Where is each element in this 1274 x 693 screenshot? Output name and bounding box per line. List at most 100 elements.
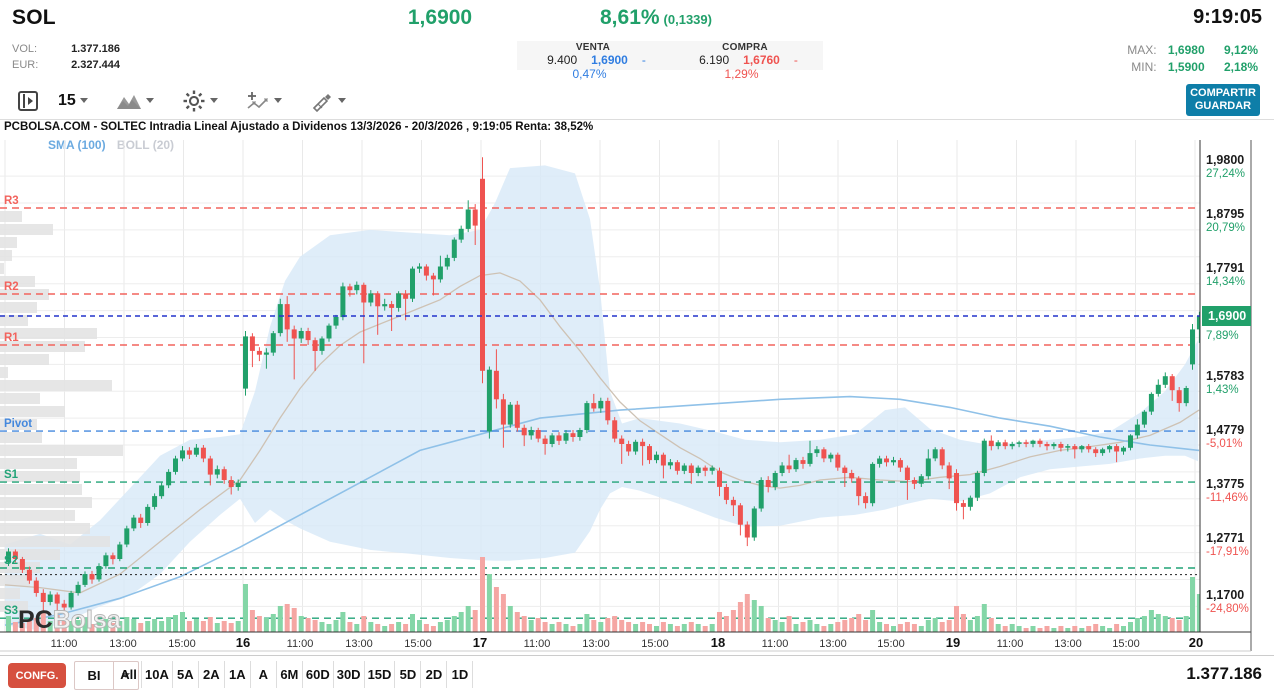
volume-bar <box>688 622 694 632</box>
volume-bar <box>988 618 994 632</box>
period-button-2d[interactable]: 2D <box>421 661 448 688</box>
candle <box>444 257 450 267</box>
candle <box>159 485 165 497</box>
volume-bar <box>1141 616 1147 632</box>
panel-toggle-button[interactable] <box>10 86 46 116</box>
period-button-6m[interactable]: 6M <box>277 661 303 688</box>
candle <box>1072 446 1078 450</box>
volume-bar <box>835 622 841 632</box>
period-button-1a[interactable]: 1A <box>225 661 251 688</box>
volume-bar <box>1051 628 1057 632</box>
x-axis-label: 15:00 <box>168 638 196 650</box>
candle <box>410 268 415 299</box>
bid-price: 1,6900 <box>591 53 628 67</box>
volume-profile-bar <box>0 393 40 404</box>
legend-sma[interactable]: SMA (100) <box>48 138 106 152</box>
period-button-2a[interactable]: 2A <box>199 661 225 688</box>
plot-area[interactable] <box>0 140 1202 632</box>
volume-profile-bar <box>0 237 17 248</box>
volume-bar <box>138 623 144 632</box>
volume-bar <box>549 624 555 632</box>
volume-bar <box>737 602 743 632</box>
period-button-all[interactable]: All <box>116 661 142 688</box>
legend-boll[interactable]: BOLL (20) <box>116 138 175 152</box>
candle <box>243 336 248 389</box>
volume-bar <box>207 617 213 632</box>
candle <box>1051 444 1057 447</box>
candle <box>877 458 883 464</box>
volume-profile-bar <box>0 523 90 534</box>
volume-bar <box>451 616 457 632</box>
chart-mode-dropdown[interactable]: BI <box>74 661 139 690</box>
volume-bar <box>166 617 172 632</box>
period-button-1d[interactable]: 1D <box>447 661 474 688</box>
volume-bar <box>291 608 297 632</box>
volume-bar <box>68 621 74 632</box>
period-button-15d[interactable]: 15D <box>365 661 396 688</box>
x-axis-label: 11:00 <box>51 638 78 650</box>
candle <box>465 209 471 229</box>
volume-bar <box>626 622 632 632</box>
volume-bar <box>1079 628 1085 632</box>
chart-mode-value[interactable]: BI <box>87 668 101 683</box>
candle <box>40 592 46 602</box>
period-button-5a[interactable]: 5A <box>173 661 199 688</box>
candle <box>891 460 896 463</box>
candle <box>382 304 388 307</box>
indicator-plus-icon <box>247 91 268 109</box>
period-button-30d[interactable]: 30D <box>334 661 365 688</box>
add-indicator-button[interactable] <box>240 87 288 115</box>
candle <box>967 497 973 507</box>
config-button[interactable]: CONFG. <box>8 663 66 688</box>
candle <box>570 433 576 437</box>
volume-bar <box>214 623 220 632</box>
candle <box>521 427 527 436</box>
candle <box>856 478 862 497</box>
candle <box>563 433 569 441</box>
bollinger-band <box>5 165 1198 631</box>
volume-bar <box>480 557 485 632</box>
period-button-5d[interactable]: 5D <box>395 661 422 688</box>
pivot-label-r3: R3 <box>4 195 19 207</box>
pencil-icon <box>312 93 331 112</box>
x-axis-label: 19 <box>946 635 960 650</box>
candle <box>33 580 39 593</box>
candle <box>1176 390 1182 404</box>
volume-bar <box>1037 628 1043 632</box>
candle <box>897 460 903 468</box>
interval-selector[interactable]: 15 <box>52 89 94 113</box>
volume-bar <box>702 626 708 632</box>
candle <box>870 463 876 504</box>
settings-button[interactable] <box>176 86 224 116</box>
volume-bar <box>312 620 318 632</box>
volume-bar <box>870 610 876 632</box>
volume-bar <box>417 620 422 632</box>
draw-tool-button[interactable] <box>304 87 352 115</box>
volume-bar <box>1093 624 1099 632</box>
chart-mode-caret[interactable] <box>113 662 138 689</box>
candle <box>82 574 88 585</box>
candle <box>1030 440 1036 444</box>
volume-label: VOL: <box>12 43 38 55</box>
candle <box>667 462 673 466</box>
candle <box>751 508 757 538</box>
volume-bar <box>1009 624 1015 632</box>
volume-bar <box>633 624 639 632</box>
period-button-a[interactable]: A <box>251 661 277 688</box>
chart-type-button[interactable] <box>110 88 160 114</box>
share-save-button[interactable]: COMPARTIR GUARDAR <box>1186 84 1260 116</box>
volume-bar <box>1086 626 1092 632</box>
volume-bar <box>723 616 729 632</box>
volume-bar <box>382 626 388 632</box>
volume-bar <box>47 621 53 632</box>
candle <box>744 524 750 538</box>
period-button-10a[interactable]: 10A <box>142 661 173 688</box>
volume-profile-bar <box>0 328 97 339</box>
period-button-60d[interactable]: 60D <box>303 661 334 688</box>
candle <box>828 454 834 459</box>
x-axis-label: 13:00 <box>1054 638 1082 650</box>
volume-bar <box>354 624 360 632</box>
volume-bar <box>591 620 597 632</box>
candle <box>814 449 820 454</box>
